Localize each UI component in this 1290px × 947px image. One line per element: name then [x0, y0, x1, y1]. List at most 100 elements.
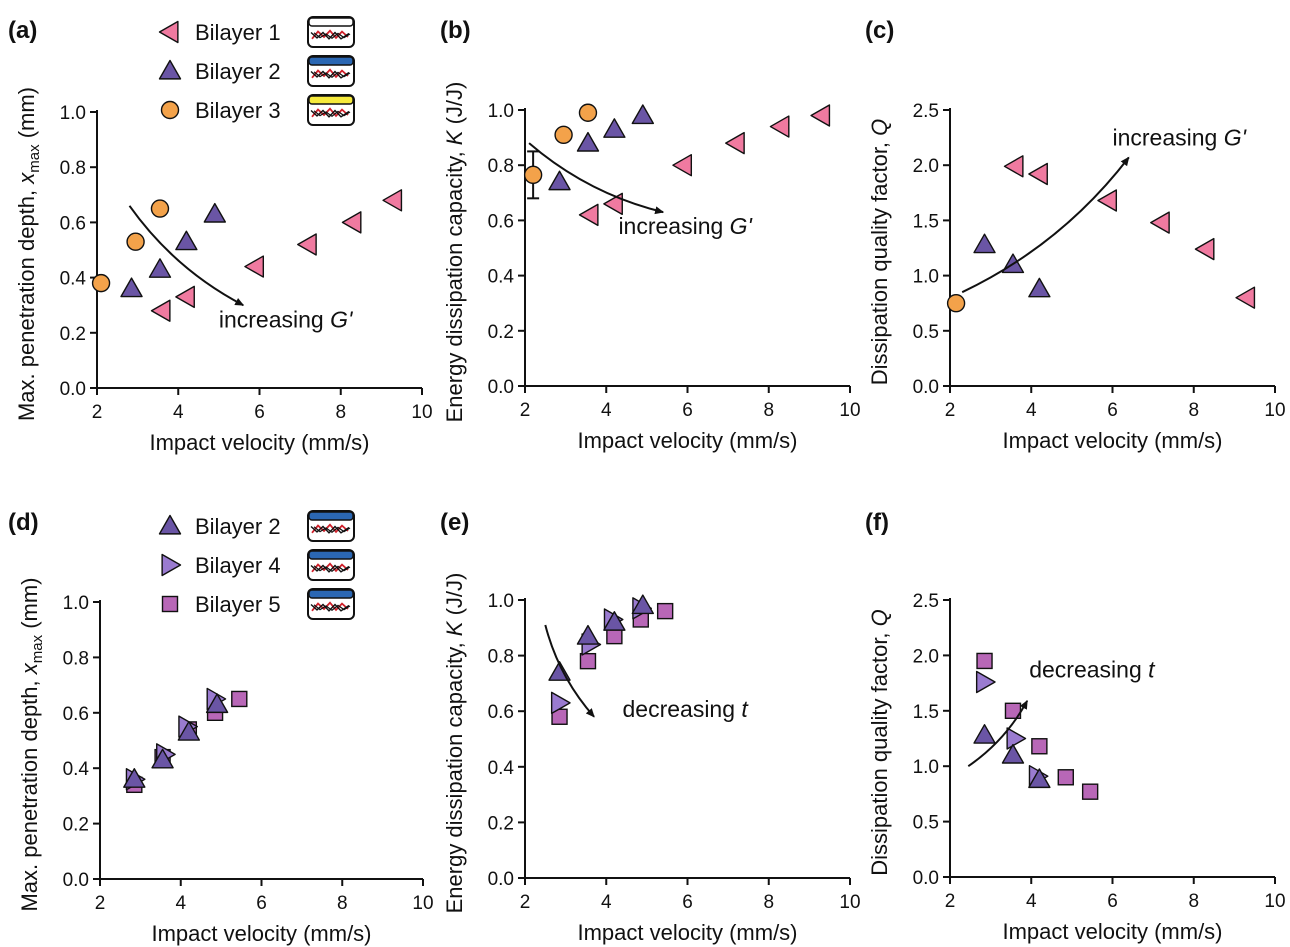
x-tick-label: 2 [520, 400, 531, 421]
x-tick-label: 8 [763, 892, 774, 913]
data-point [382, 189, 403, 212]
x-tick-label: 4 [173, 402, 184, 423]
legend-marker [160, 100, 180, 120]
x-tick-label: 2 [520, 892, 531, 913]
data-point [126, 232, 145, 251]
x-tick-label: 10 [1264, 891, 1285, 912]
data-point [603, 611, 626, 631]
series-bilayer-3 [946, 294, 966, 313]
legend-marker [158, 20, 179, 44]
y-tick-label: 0.8 [488, 647, 514, 668]
data-point [205, 693, 229, 714]
data-point [1150, 211, 1170, 234]
series-bilayer-5 [551, 602, 674, 725]
data-point [203, 202, 227, 223]
data-point [603, 118, 626, 138]
fiber-network-icon [310, 523, 351, 534]
x-tick-label: 6 [682, 400, 693, 421]
series-bilayer-1 [150, 189, 403, 322]
legend-marker [158, 514, 182, 535]
series-bilayer-1 [1003, 155, 1256, 309]
x-axis-label: Impact velocity (mm/s) [1002, 919, 1222, 944]
legend-label: Bilayer 2 [195, 59, 281, 84]
series-bilayer-2 [973, 723, 1051, 789]
x-tick-label: 10 [839, 400, 860, 421]
data-point [576, 131, 600, 152]
x-tick-label: 8 [337, 893, 348, 914]
data-point [976, 652, 993, 670]
data-point [769, 115, 790, 138]
trend-arrow [961, 156, 1130, 294]
series-bilayer-2 [123, 693, 229, 788]
y-axis-label: Max. penetration depth, xmax (mm) [17, 577, 46, 911]
y-tick-label: 0.6 [488, 211, 514, 232]
trend-arrow [967, 699, 1029, 768]
data-point [120, 277, 143, 298]
trend-arrow [128, 205, 245, 307]
series-bilayer-1 [578, 104, 831, 227]
panel-label: (d) [8, 509, 39, 536]
y-tick-label: 0.0 [60, 379, 86, 400]
series-bilayer-2 [120, 202, 227, 298]
y-tick-label: 1.0 [488, 591, 514, 612]
panel-label: (f) [865, 509, 889, 536]
data-point [725, 131, 745, 155]
y-tick-label: 0.2 [488, 813, 514, 834]
bilayer-top-layer [308, 95, 354, 105]
x-tick-label: 8 [1188, 400, 1199, 421]
legend-marker [158, 59, 182, 80]
x-tick-label: 8 [335, 402, 346, 423]
data-point [656, 602, 674, 620]
fiber-network-icon [310, 68, 351, 79]
y-tick-label: 0.4 [488, 758, 515, 779]
y-tick-label: 0.6 [60, 213, 86, 234]
y-axis-label: Energy dissipation capacity, K (J/J) [442, 82, 467, 423]
x-axis-label: Impact velocity (mm/s) [151, 921, 371, 946]
chart-panel-1: (b) 2 4 6 8 10 0.0 0.2 0.4 0.6 0.8 1.0 Impact veloci… [440, 17, 861, 453]
data-point [175, 230, 198, 251]
y-tick-label: 0.0 [913, 868, 939, 889]
x-tick-label: 10 [839, 892, 860, 913]
y-tick-label: 2.0 [913, 646, 939, 667]
series-bilayer-2 [548, 594, 655, 681]
data-point [151, 748, 174, 769]
data-point [177, 720, 201, 741]
legend-entry: Bilayer 5 [161, 588, 355, 620]
x-tick-label: 6 [1107, 400, 1118, 421]
x-tick-label: 8 [763, 400, 774, 421]
fiber-network-icon [310, 601, 351, 612]
data-point [1001, 743, 1025, 764]
trend-annotation: decreasing t [623, 696, 750, 722]
y-tick-label: 0.0 [63, 870, 89, 891]
trend-annotation: decreasing t [1029, 657, 1156, 683]
legend-label: Bilayer 5 [195, 592, 281, 617]
data-point [550, 691, 571, 715]
y-tick-label: 0.6 [63, 704, 89, 725]
legend-entry: Bilayer 4 [161, 549, 355, 581]
data-point [578, 103, 598, 122]
y-tick-label: 2.0 [913, 156, 939, 177]
y-tick-label: 0.4 [60, 269, 87, 290]
data-point [548, 170, 571, 191]
y-axis-label: Dissipation quality factor, Q [867, 609, 892, 876]
legend-entry: Bilayer 2 [158, 55, 355, 87]
data-point [975, 670, 996, 694]
bilayer-top-layer [308, 511, 354, 521]
y-tick-label: 0.6 [488, 702, 514, 723]
y-tick-label: 1.0 [60, 103, 86, 124]
trend-arrow [528, 142, 665, 215]
chart-panel-2: (c) 2 4 6 8 10 0.0 0.5 1.0 1.5 2.0 2.5 Impact veloci… [865, 17, 1286, 453]
y-tick-label: 1.0 [913, 267, 939, 288]
bilayer-top-layer [308, 550, 354, 560]
data-point [1081, 783, 1099, 800]
x-tick-label: 4 [1026, 400, 1037, 421]
x-tick-label: 2 [945, 891, 956, 912]
x-tick-label: 4 [601, 892, 612, 913]
y-tick-label: 0.0 [488, 869, 514, 890]
trend-annotation: increasing G' [219, 306, 354, 332]
series-bilayer-5 [126, 690, 248, 794]
x-axis-label: Impact velocity (mm/s) [149, 430, 369, 455]
x-tick-label: 6 [254, 402, 265, 423]
trend-arrow [544, 624, 595, 718]
